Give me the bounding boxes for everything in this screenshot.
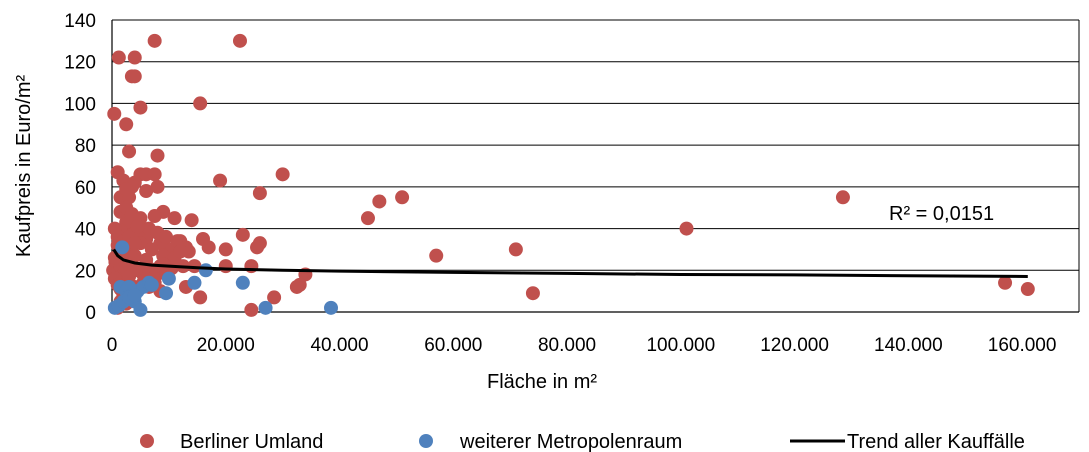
point-berliner-umland [998, 275, 1013, 290]
grid-lines [112, 19, 1079, 271]
point-berliner-umland [167, 211, 182, 226]
legend: Berliner Umland weiterer Metropolenraum … [140, 431, 1025, 452]
point-berliner-umland [127, 50, 142, 65]
point-berliner-umland [267, 290, 282, 305]
point-berliner-umland [144, 242, 159, 257]
point-berliner-umland [193, 290, 208, 305]
point-berliner-umland [835, 190, 850, 205]
legend-marker-berliner-umland [140, 434, 154, 448]
point-weiterer-metropolenraum [323, 300, 338, 315]
point-berliner-umland [275, 167, 290, 182]
point-berliner-umland [130, 219, 145, 234]
x-axis-title: Fläche in m² [487, 371, 597, 393]
y-tick-label: 120 [64, 53, 96, 74]
point-berliner-umland [147, 209, 162, 224]
x-tick-label: 140.000 [874, 335, 943, 356]
point-berliner-umland [289, 279, 304, 294]
point-weiterer-metropolenraum [198, 263, 213, 278]
x-tick-label: 160.000 [988, 335, 1057, 356]
point-berliner-umland [159, 229, 174, 244]
point-berliner-umland [147, 167, 162, 182]
point-berliner-umland [250, 240, 265, 255]
point-berliner-umland [156, 257, 171, 272]
point-berliner-umland [111, 50, 126, 65]
point-berliner-umland [193, 96, 208, 111]
y-tick-label: 40 [75, 220, 96, 241]
x-tick-label: 80.000 [538, 335, 596, 356]
point-berliner-umland [235, 227, 250, 242]
point-weiterer-metropolenraum [235, 275, 250, 290]
point-weiterer-metropolenraum [161, 271, 176, 286]
y-tick-label: 20 [75, 261, 96, 282]
point-weiterer-metropolenraum [159, 286, 174, 301]
legend-label-weiterer-metropolenraum: weiterer Metropolenraum [459, 431, 682, 452]
point-berliner-umland [372, 194, 387, 209]
y-tick-label: 80 [75, 136, 96, 157]
point-berliner-umland [127, 236, 142, 251]
point-berliner-umland [429, 248, 444, 263]
x-tick-label: 0 [107, 335, 118, 356]
point-berliner-umland [187, 259, 202, 274]
point-berliner-umland [147, 33, 162, 48]
point-weiterer-metropolenraum [144, 277, 159, 292]
point-berliner-umland [232, 33, 247, 48]
point-berliner-umland [360, 211, 375, 226]
point-berliner-umland [119, 181, 134, 196]
point-berliner-umland [122, 144, 137, 159]
x-tick-label: 20.000 [197, 335, 255, 356]
point-weiterer-metropolenraum [133, 302, 148, 317]
x-tick-label: 120.000 [760, 335, 829, 356]
point-berliner-umland [184, 213, 199, 228]
point-weiterer-metropolenraum [115, 240, 130, 255]
y-tick-labels: 0 20 40 60 80 100 120 140 [64, 11, 96, 324]
point-berliner-umland [508, 242, 523, 257]
legend-marker-weiterer-metropolenraum [419, 434, 433, 448]
point-berliner-umland [525, 286, 540, 301]
point-berliner-umland [213, 173, 228, 188]
y-tick-label: 0 [85, 303, 96, 324]
trend-line [112, 248, 1028, 278]
point-berliner-umland [201, 240, 216, 255]
point-berliner-umland [150, 179, 165, 194]
point-berliner-umland [244, 302, 259, 317]
r-squared-annotation: R² = 0,0151 [889, 203, 994, 225]
point-berliner-umland [1020, 282, 1035, 297]
legend-label-trend: Trend aller Kauffälle [847, 431, 1025, 452]
point-berliner-umland [119, 117, 134, 132]
point-berliner-umland [395, 190, 410, 205]
y-tick-label: 140 [64, 11, 96, 32]
point-berliner-umland [173, 244, 188, 259]
x-tick-label: 60.000 [424, 335, 482, 356]
point-berliner-umland [218, 242, 233, 257]
y-axis-title: Kaufpreis in Euro/m² [13, 75, 35, 258]
point-berliner-umland [127, 69, 142, 84]
legend-label-berliner-umland: Berliner Umland [180, 431, 323, 452]
point-weiterer-metropolenraum [187, 275, 202, 290]
point-weiterer-metropolenraum [127, 288, 142, 303]
point-berliner-umland [252, 186, 267, 201]
point-berliner-umland [139, 184, 154, 199]
point-berliner-umland [679, 221, 694, 236]
x-tick-label: 100.000 [646, 335, 715, 356]
point-berliner-umland [150, 148, 165, 163]
point-berliner-umland [107, 106, 122, 121]
trend-line-group [112, 248, 1028, 278]
x-tick-label: 40.000 [310, 335, 368, 356]
point-weiterer-metropolenraum [258, 300, 273, 315]
y-tick-label: 100 [64, 94, 96, 115]
point-berliner-umland [133, 100, 148, 115]
x-tick-labels: 0 20.000 40.000 60.000 80.000 100.000 120.000 1… [107, 335, 1057, 356]
point-berliner-umland [218, 259, 233, 274]
y-tick-label: 60 [75, 178, 96, 199]
